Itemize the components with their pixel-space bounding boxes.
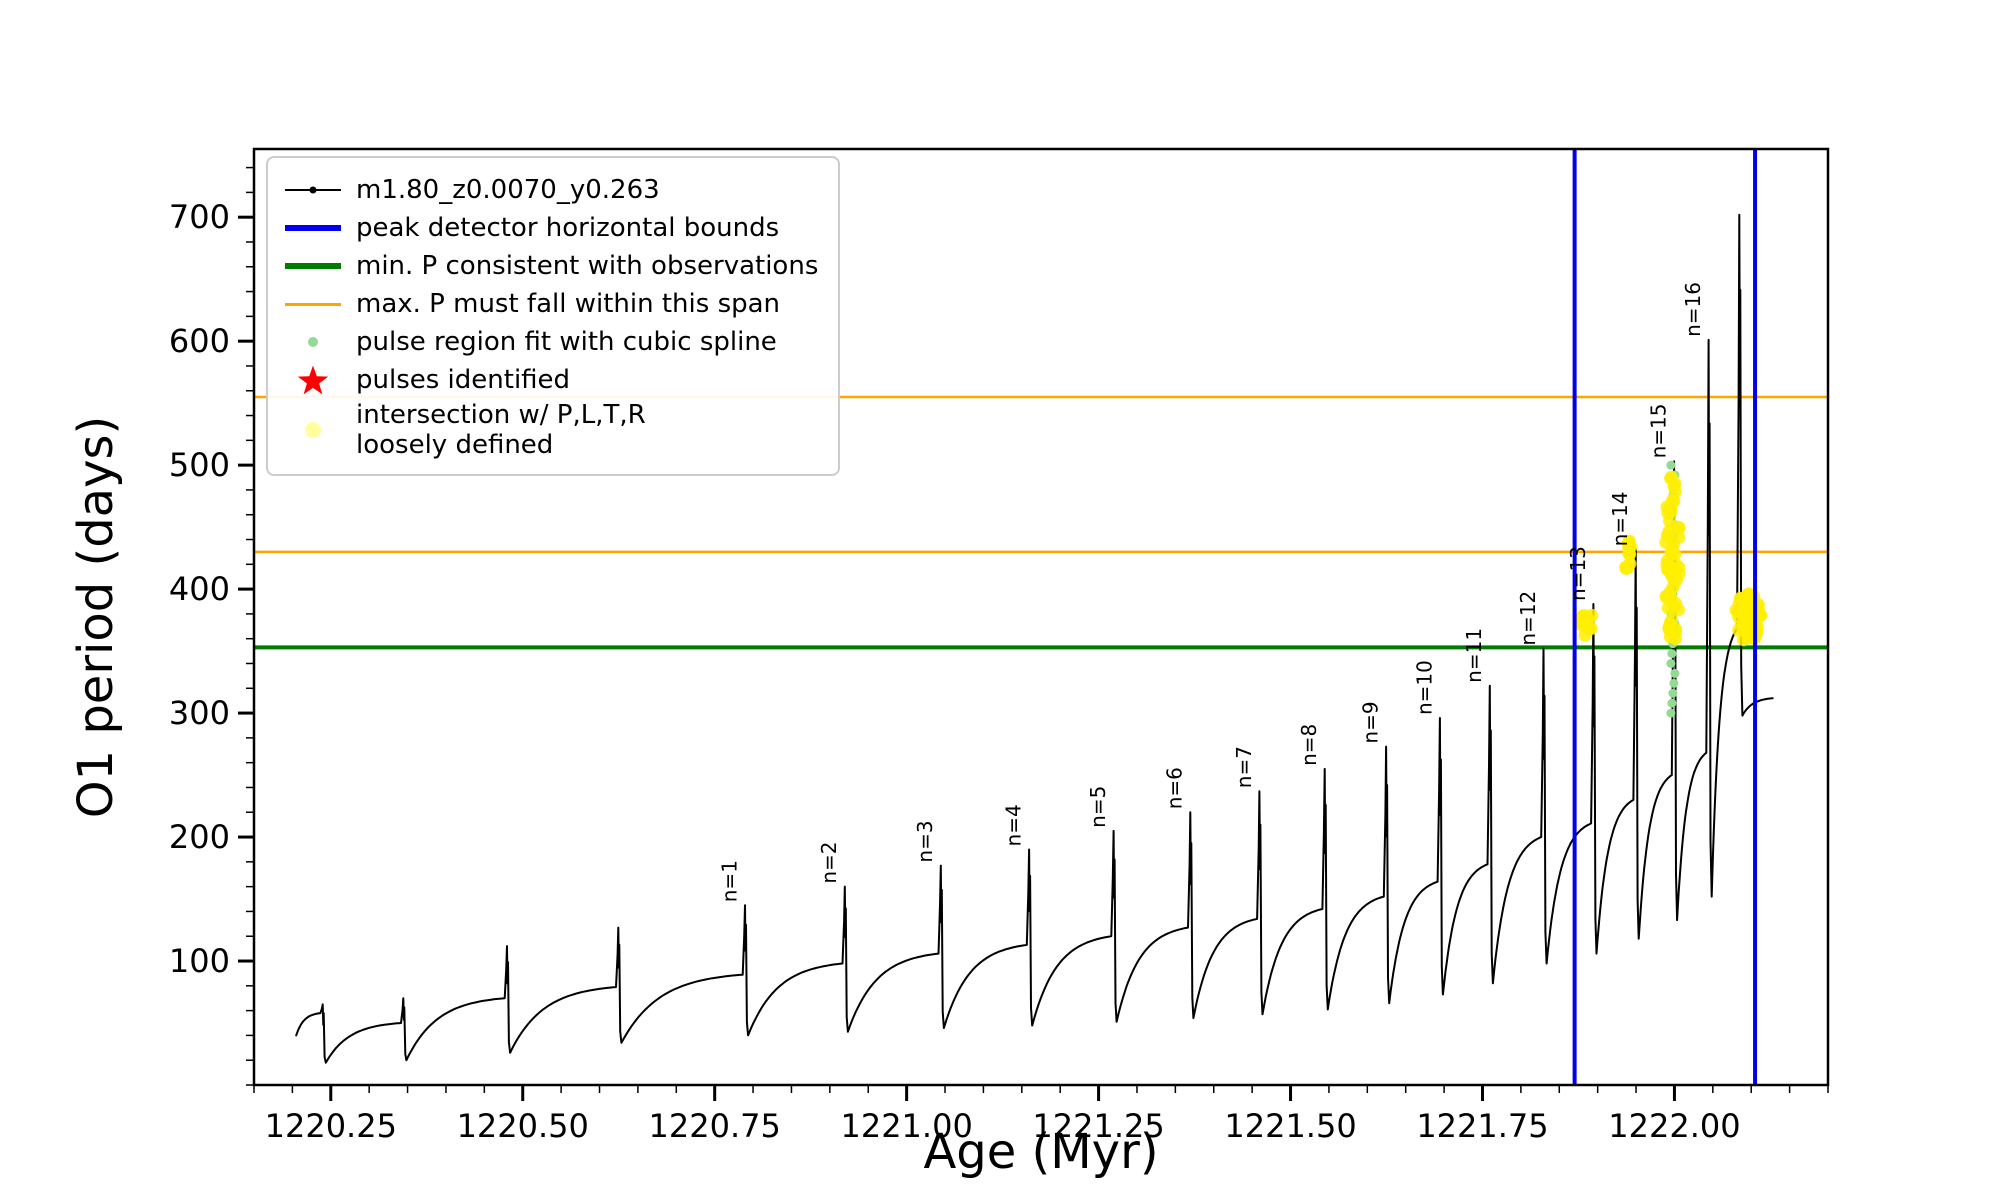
svg-text:700: 700 [169, 198, 230, 236]
dot-icon [282, 422, 344, 438]
svg-text:n=12: n=12 [1516, 591, 1540, 646]
line-icon [282, 302, 344, 306]
svg-text:n=9: n=9 [1359, 701, 1383, 743]
legend-item: pulses identified [282, 362, 818, 398]
legend-item: intersection w/ P,L,T,R loosely defined [282, 400, 818, 460]
svg-text:n=5: n=5 [1086, 786, 1110, 828]
y-axis-label: O1 period (days) [68, 416, 124, 819]
svg-text:n=4: n=4 [1001, 804, 1025, 846]
svg-text:n=15: n=15 [1646, 404, 1670, 459]
intersection-dots [1575, 470, 1768, 647]
pulse-number-labels: n=1 n=2 n=3 n=4 n=5 n=6 n=7 n=8 n=9 n=10 n=11 n=12 n… [717, 282, 1705, 902]
svg-text:n=14: n=14 [1608, 492, 1632, 547]
x-axis-ticks: 1220.25 1220.50 1220.75 1221.00 1221.25 1221.… [253, 1085, 1829, 1145]
thick-line-icon [282, 225, 344, 231]
svg-text:n=3: n=3 [913, 820, 937, 862]
svg-text:100: 100 [169, 942, 230, 980]
legend-item-label: min. P consistent with observations [356, 251, 819, 281]
peak-detector-bounds [1572, 149, 1758, 1085]
legend-item: min. P consistent with observations [282, 248, 818, 284]
svg-text:1221.00: 1221.00 [840, 1107, 972, 1145]
series-curve [295, 213, 1774, 1064]
plot-frame [252, 147, 1830, 1087]
legend-item: m1.80_z0.0070_y0.263 [282, 172, 818, 208]
legend-item: peak detector horizontal bounds [282, 210, 818, 246]
svg-text:1221.25: 1221.25 [1032, 1107, 1164, 1145]
svg-text:n=1: n=1 [717, 860, 741, 902]
svg-text:1221.50: 1221.50 [1224, 1107, 1356, 1145]
svg-text:n=8: n=8 [1297, 724, 1321, 766]
star-icon [282, 364, 344, 396]
legend-item: pulse region fit with cubic spline [282, 324, 818, 360]
svg-text:600: 600 [169, 322, 230, 360]
svg-text:500: 500 [169, 446, 230, 484]
legend-item-label: max. P must fall within this span [356, 289, 781, 319]
svg-text:1220.75: 1220.75 [649, 1107, 781, 1145]
svg-text:n=16: n=16 [1681, 282, 1705, 337]
svg-text:1220.25: 1220.25 [265, 1107, 397, 1145]
svg-text:1222.00: 1222.00 [1608, 1107, 1740, 1145]
series-line-icon [282, 183, 344, 197]
svg-text:200: 200 [169, 818, 230, 856]
legend-item-label: m1.80_z0.0070_y0.263 [356, 175, 660, 205]
svg-text:1220.50: 1220.50 [457, 1107, 589, 1145]
legend-item-label: pulses identified [356, 365, 571, 395]
thick-line-icon [282, 263, 344, 269]
svg-text:400: 400 [169, 570, 230, 608]
svg-text:n=11: n=11 [1462, 628, 1486, 683]
legend-item-label: pulse region fit with cubic spline [356, 327, 777, 357]
x-axis-label: Age (Myr) [923, 1124, 1158, 1180]
svg-text:n=13: n=13 [1566, 546, 1590, 601]
legend-item-label: peak detector horizontal bounds [356, 213, 780, 243]
svg-text:1221.75: 1221.75 [1416, 1107, 1548, 1145]
small-dot-icon [282, 337, 344, 347]
legend-item: max. P must fall within this span [282, 286, 818, 322]
svg-text:n=10: n=10 [1412, 660, 1436, 715]
svg-text:300: 300 [169, 694, 230, 732]
legend-item-label: intersection w/ P,L,T,R loosely defined [356, 400, 646, 460]
y-axis-ticks: 100 200 300 400 500 600 700 [169, 166, 254, 1086]
axis-labels: Age (Myr) O1 period (days) [68, 416, 1159, 1180]
svg-text:n=2: n=2 [817, 841, 841, 883]
svg-text:n=6: n=6 [1163, 767, 1187, 809]
svg-text:n=7: n=7 [1232, 746, 1256, 788]
